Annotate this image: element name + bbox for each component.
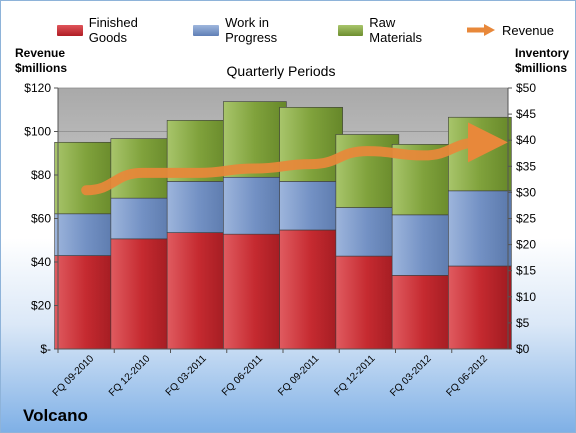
right-tick-label: $5 — [516, 316, 530, 330]
legend-swatch-work-in-progress — [193, 24, 220, 36]
right-axis-title: Inventory $millions — [515, 46, 569, 76]
revenue-line — [81, 122, 508, 196]
x-tick-label: FQ 12-2011 — [333, 353, 378, 398]
bar-finished-goods — [223, 233, 287, 350]
x-tick-label: FQ 03-2011 — [164, 353, 209, 398]
bar-work-in-progress — [448, 190, 512, 267]
right-tick-label: $45 — [516, 107, 536, 121]
right-tick-label: $30 — [516, 185, 536, 199]
right-tick-label: $20 — [516, 238, 536, 252]
bar-finished-goods — [54, 255, 118, 350]
legend-arrow-icon — [466, 24, 495, 36]
legend-label-raw-materials: Raw Materials — [369, 15, 423, 45]
bar-work-in-progress — [391, 214, 456, 276]
bar-finished-goods — [110, 238, 175, 350]
bar-work-in-progress — [279, 181, 343, 231]
bar-raw-materials — [335, 134, 400, 208]
x-tick-label: FQ 03-2012 — [388, 353, 434, 399]
legend-label-work-in-progress: Work in Progress — [225, 15, 278, 45]
legend: Finished Goods Work in Progress Raw Mate… — [57, 15, 575, 45]
right-axis-title-line1: Inventory — [515, 46, 570, 60]
left-axis-title-line2: $millions — [15, 61, 68, 75]
right-tick-label: $50 — [516, 81, 536, 95]
legend-swatch-raw-materials — [337, 24, 364, 36]
bar-finished-goods — [279, 229, 343, 350]
right-tick-label: $0 — [516, 342, 530, 356]
left-tick-label: $40 — [31, 255, 51, 269]
right-tick-label: $25 — [516, 212, 536, 226]
legend-item-revenue: Revenue — [466, 15, 554, 45]
right-tick-label: $15 — [516, 264, 536, 278]
bar-work-in-progress — [166, 181, 231, 233]
left-tick-label: $120 — [24, 81, 51, 95]
right-axis-title-line2: $millions — [515, 61, 568, 75]
left-tick-label: $100 — [24, 125, 51, 139]
x-tick-label: FQ 06-2012 — [444, 353, 490, 399]
bar-finished-goods — [391, 275, 456, 350]
bar-finished-goods — [335, 255, 400, 350]
bar-work-in-progress — [54, 213, 118, 256]
left-tick-label: $20 — [31, 299, 51, 313]
right-tick-label: $40 — [516, 133, 536, 147]
x-tick-label: FQ 12-2010 — [107, 353, 153, 399]
x-tick-label: FQ 06-2011 — [220, 353, 265, 398]
x-tick-label: FQ 09-2010 — [51, 353, 97, 399]
right-tick-label: $35 — [516, 159, 536, 173]
left-tick-label: $80 — [31, 168, 51, 182]
left-tick-label: $60 — [31, 212, 51, 226]
right-tick-label: $10 — [516, 290, 536, 304]
bar-work-in-progress — [110, 197, 175, 240]
legend-item-raw-materials: Raw Materials — [337, 15, 445, 45]
chart-title: Quarterly Periods — [227, 63, 336, 79]
bar-finished-goods — [448, 265, 512, 350]
bar-raw-materials — [54, 141, 118, 215]
legend-item-finished-goods: Finished Goods — [57, 15, 172, 45]
bar-finished-goods — [166, 232, 231, 350]
left-tick-label: $- — [40, 342, 51, 356]
x-tick-label: FQ 09-2011 — [276, 353, 321, 398]
left-axis-title: Revenue $millions — [15, 46, 67, 76]
left-axis-title-line1: Revenue — [15, 46, 66, 60]
company-name: Volcano — [23, 406, 88, 425]
legend-item-work-in-progress: Work in Progress — [193, 15, 316, 45]
legend-label-finished-goods: Finished Goods — [88, 15, 138, 45]
legend-label-revenue: Revenue — [501, 22, 554, 38]
bar-work-in-progress — [223, 176, 287, 235]
bar-work-in-progress — [335, 207, 400, 257]
bar-raw-materials — [448, 116, 512, 192]
legend-swatch-finished-goods — [57, 24, 83, 36]
